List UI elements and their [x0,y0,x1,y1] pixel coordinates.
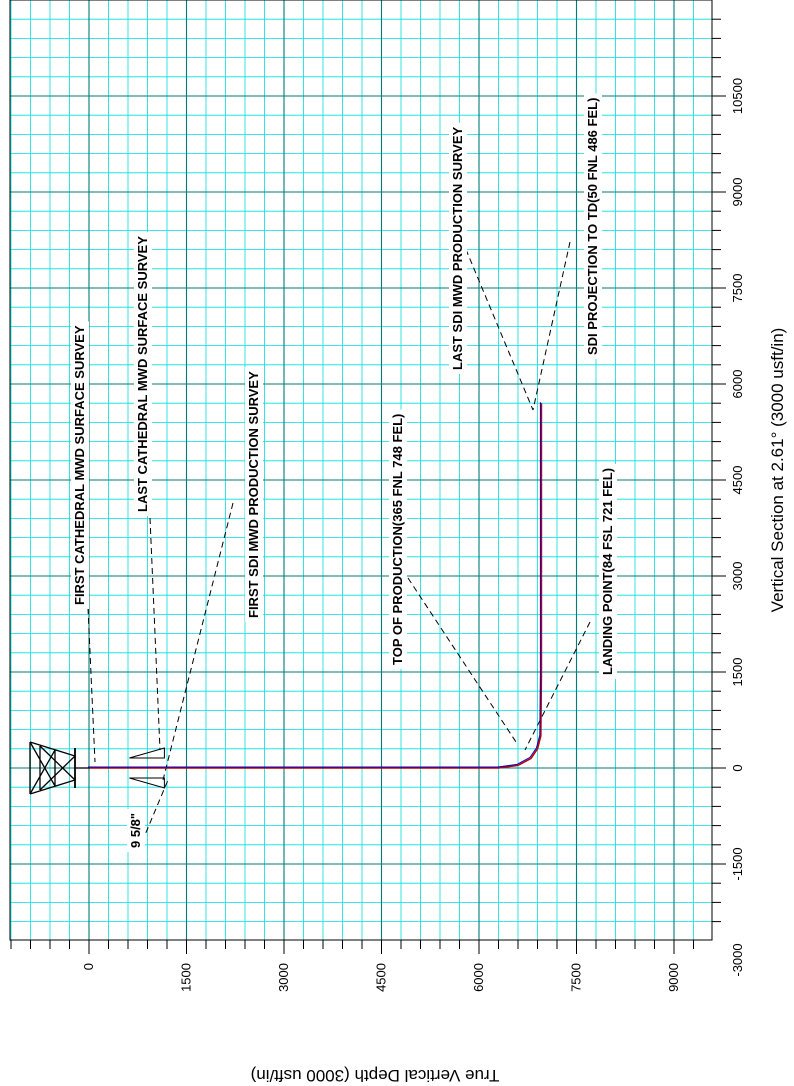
annotation-leader-line [532,241,571,411]
annotation-leader-line [149,517,161,751]
y-tick-label: 6000 [471,963,486,992]
annotation-background [71,321,89,609]
y-tick-label: 1500 [179,963,194,992]
annotation-text: SDI PROJECTION TO TD(50 FNL 486 FEL) [585,98,600,355]
annotation-label: FIRST CATHEDRAL MWD SURFACE SURVEY [71,321,89,609]
y-tick-label: 0 [81,963,96,970]
x-tick-label: 10500 [730,78,745,114]
annotation-text: LAST SDI MWD PRODUCTION SURVEY [450,127,465,370]
annotation-leader-line [407,577,519,746]
y-tick-label: 4500 [374,963,389,992]
annotation-leader-line [162,502,234,781]
annotation-leader-line [87,607,96,763]
annotations: FIRST CATHEDRAL MWD SURFACE SURVEY LAST C… [71,93,617,852]
y-tick-label: 9000 [666,963,681,992]
annotation-label: 9 5/8" [127,808,145,852]
casing-shoe-upper [129,747,165,759]
annotation-background [584,93,602,359]
casing-shoe-lower [129,777,165,789]
annotation-text: TOP OF PRODUCTION(365 FNL 748 FEL) [390,414,405,665]
drilling-rig-icon [29,741,165,795]
actual-well-path [88,402,541,768]
x-tick-label: 3000 [730,562,745,591]
rig-frame [29,741,76,795]
x-tick-label: -1500 [730,847,745,880]
y-axis-title: True Vertical Depth (3000 usft/in) [251,1066,500,1085]
annotation-label: LAST CATHEDRAL MWD SURFACE SURVEY [134,232,152,516]
annotation-leader-line [141,779,169,843]
annotation-background [127,808,145,852]
annotation-leader-line [524,621,591,751]
annotation-text: FIRST SDI MWD PRODUCTION SURVEY [246,371,261,618]
annotation-text: 9 5/8" [128,813,143,848]
annotation-background [389,409,407,669]
annotation-text: LANDING POINT(84 FSL 721 FEL) [600,468,615,675]
annotation-label: FIRST SDI MWD PRODUCTION SURVEY [245,367,263,622]
axes: -3000 -1500 0 1500 3000 4500 6000 7500 9000 10500… [10,0,745,992]
x-tick-label: 9000 [730,178,745,207]
annotation-background [449,122,467,374]
y-tick-label: 3000 [276,963,291,992]
x-tick-label: 1500 [730,658,745,687]
annotation-background [245,367,263,622]
annotation-text: LAST CATHEDRAL MWD SURFACE SURVEY [135,236,150,512]
annotation-background [599,463,617,679]
plan-well-path [89,403,543,769]
annotation-label: TOP OF PRODUCTION(365 FNL 748 FEL) [389,409,407,669]
annotation-leader-line [461,239,534,411]
x-tick-label: 6000 [730,370,745,399]
well-paths [88,402,543,769]
x-tick-label: 0 [730,764,745,771]
annotation-background [134,232,152,516]
x-axis-title: Vertical Section at 2.61° (3000 usft/in) [768,328,787,613]
annotation-label: SDI PROJECTION TO TD(50 FNL 486 FEL) [584,93,602,359]
annotation-text: FIRST CATHEDRAL MWD SURFACE SURVEY [72,325,87,605]
annotation-label: LANDING POINT(84 FSL 721 FEL) [599,463,617,679]
x-tick-label: 4500 [730,466,745,495]
annotation-leaders [87,239,591,843]
x-tick-label: 7500 [730,274,745,303]
x-tick-label: -3000 [730,943,745,976]
y-tick-label: 7500 [569,963,584,992]
annotation-label: LAST SDI MWD PRODUCTION SURVEY [449,122,467,374]
